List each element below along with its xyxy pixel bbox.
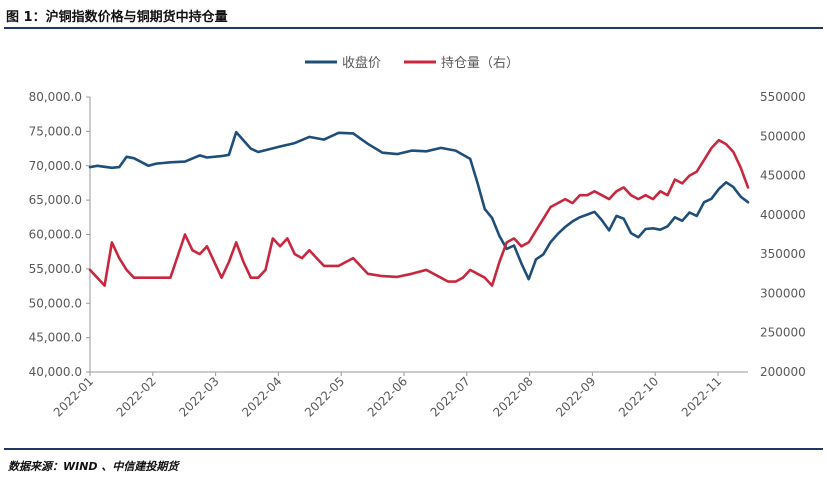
y-left-tick-label: 80,000.0: [29, 90, 82, 104]
figure-title: 图 1：沪铜指数价格与铜期货中持仓量: [6, 10, 228, 25]
series-line-open-interest: [88, 138, 750, 287]
series-lines: [88, 130, 750, 287]
y-left-tick-label: 40,000.0: [29, 365, 82, 379]
y-left-tick-label: 60,000.0: [29, 228, 82, 242]
x-tick-label: 2022-01: [51, 374, 96, 419]
x-tick-label: 2022-05: [302, 374, 347, 419]
series-line-price: [88, 130, 750, 281]
x-tick-label: 2022-07: [428, 374, 473, 419]
legend: 收盘价 持仓量（右）: [305, 55, 519, 71]
x-tick-label: 2022-04: [239, 374, 284, 419]
y-right-tick-label: 250000: [760, 326, 806, 340]
x-tick-label: 2022-11: [679, 374, 724, 419]
x-tick-label: 2022-02: [114, 374, 159, 419]
source-note: 数据来源：WIND 、中信建投期货: [8, 460, 179, 473]
y-left-tick-label: 70,000.0: [29, 159, 82, 173]
legend-label-oi: 持仓量（右）: [441, 56, 519, 71]
bottom-rule: [4, 448, 823, 450]
y-left-tick-label: 50,000.0: [29, 296, 82, 310]
y-right-tick-label: 200000: [760, 365, 806, 379]
x-tick-label: 2022-08: [490, 374, 535, 419]
y-right-tick-label: 450000: [760, 169, 806, 183]
y-left-tick-label: 65,000.0: [29, 193, 82, 207]
y-left-tick-label: 45,000.0: [29, 331, 82, 345]
y-left-tick-label: 55,000.0: [29, 262, 82, 276]
axes: 40,000.0 45,000.0 50,000.0 55,000.0 60,000.0…: [29, 90, 806, 420]
y-right-tick-label: 350000: [760, 247, 806, 261]
legend-label-price: 收盘价: [342, 55, 381, 71]
y-right-tick-label: 300000: [760, 286, 806, 300]
y-right-tick-label: 550000: [760, 90, 806, 104]
y-left-tick-label: 75,000.0: [29, 124, 82, 138]
top-rule: [4, 27, 823, 29]
x-tick-label: 2022-09: [553, 374, 598, 419]
x-tick-label: 2022-06: [365, 374, 410, 419]
y-right-tick-label: 400000: [760, 208, 806, 222]
x-tick-label: 2022-03: [176, 374, 221, 419]
y-right-tick-label: 500000: [760, 129, 806, 143]
x-tick-label: 2022-10: [616, 374, 661, 419]
